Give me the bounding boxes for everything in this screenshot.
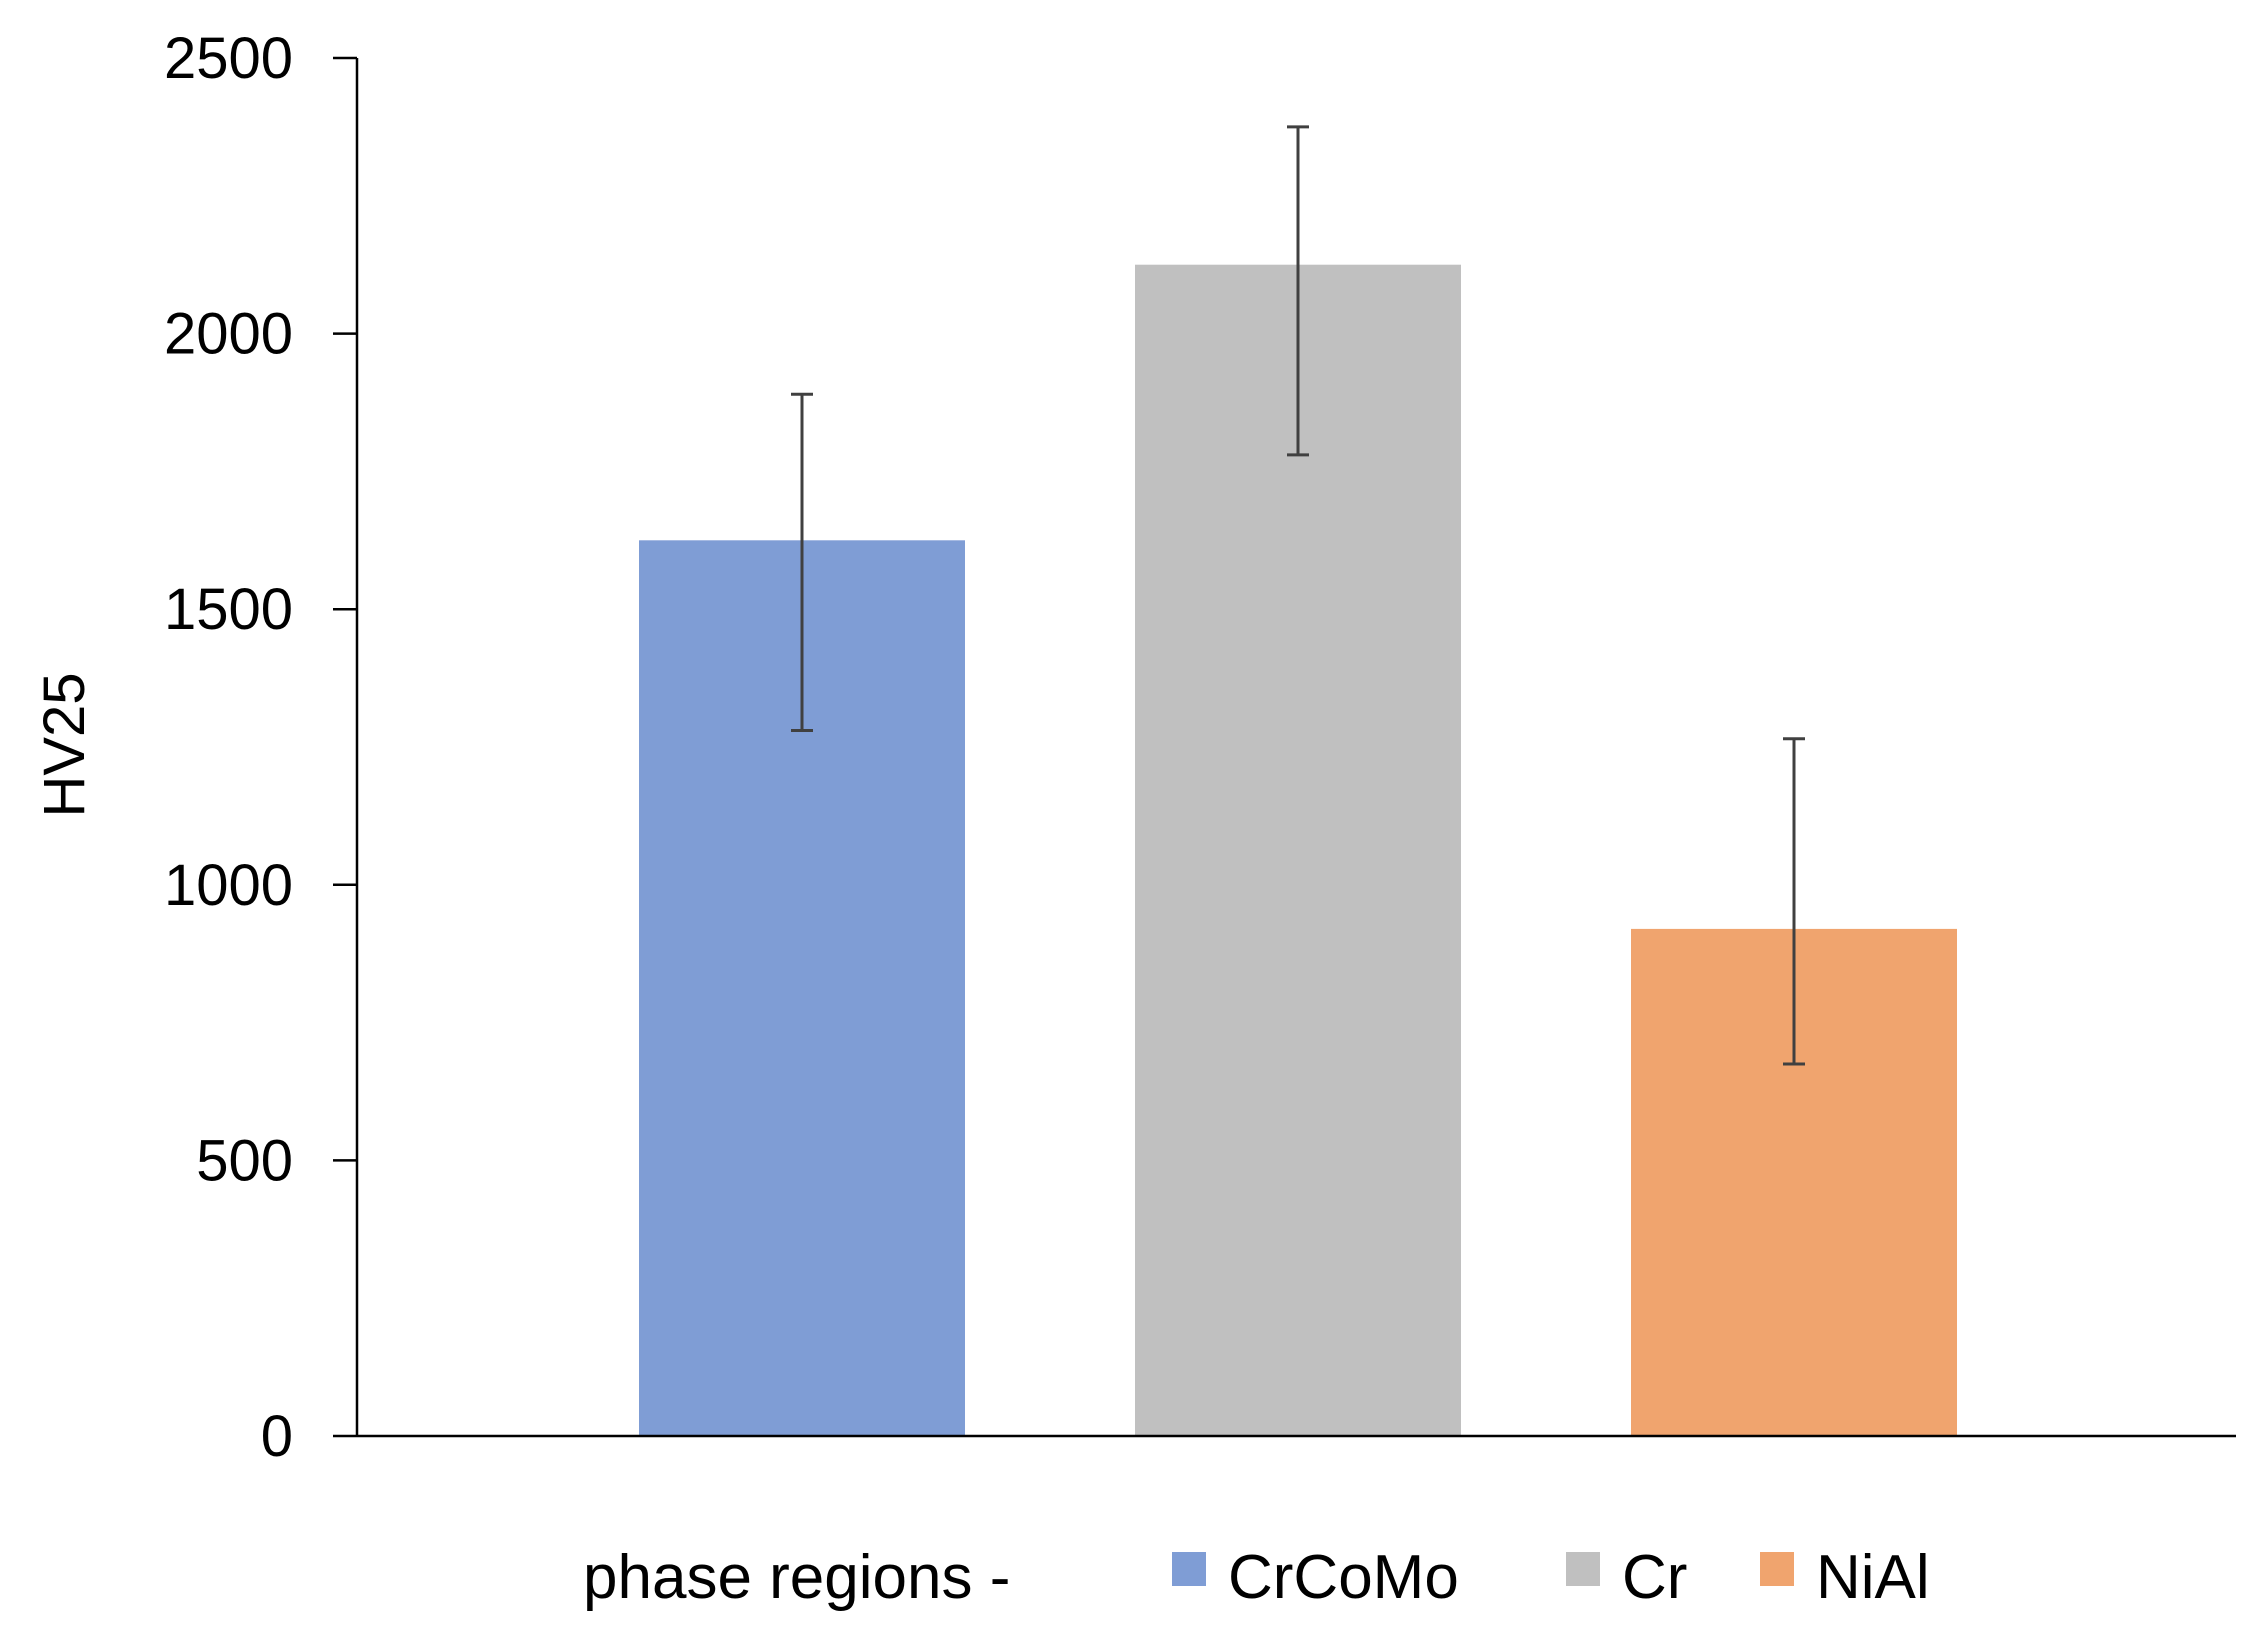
y-tick-label: 1000: [164, 853, 293, 918]
legend: phase regions - CrCoMo Cr NiAl: [583, 1543, 1930, 1612]
y-axis-title: HV25: [32, 672, 97, 817]
legend-label-crcomo: CrCoMo: [1228, 1543, 1459, 1612]
legend-swatch-nial: [1760, 1552, 1794, 1586]
error-bars: [791, 125, 1805, 1066]
y-tick-label: 1500: [164, 577, 293, 642]
y-tick-label: 2500: [164, 26, 293, 91]
y-tick-label: 2000: [164, 302, 293, 367]
legend-prefix: phase regions -: [583, 1543, 1010, 1612]
legend-swatch-cr: [1566, 1552, 1600, 1586]
legend-label-cr: Cr: [1622, 1543, 1687, 1612]
y-tick-label: 500: [196, 1128, 293, 1193]
legend-label-nial: NiAl: [1816, 1543, 1930, 1612]
legend-swatch-crcomo: [1172, 1552, 1206, 1586]
y-axis-ticks: 0 500 1000 1500 2000 2500: [164, 26, 357, 1469]
y-tick-label: 0: [261, 1404, 293, 1469]
bars: [639, 264, 1957, 1437]
bar-cr: [1135, 264, 1461, 1437]
